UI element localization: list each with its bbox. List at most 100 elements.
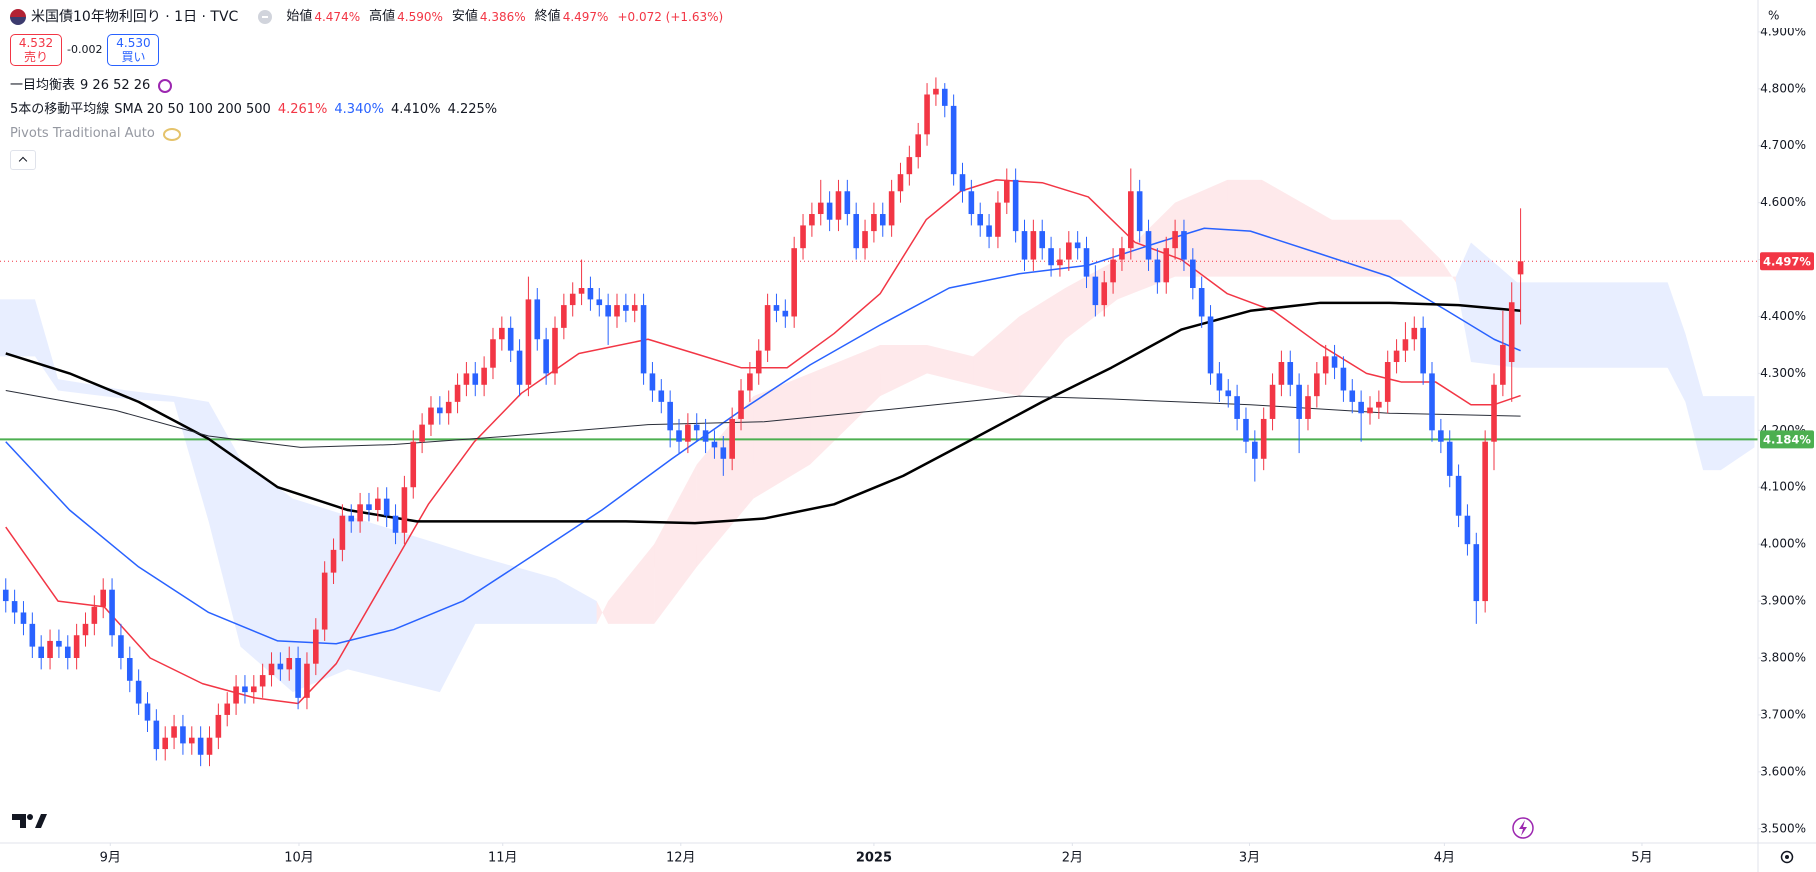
y-tick-label: 3.800% <box>1760 651 1806 665</box>
hide-button[interactable] <box>258 10 273 24</box>
candle-body <box>1172 231 1178 249</box>
moving-average-line <box>5 301 1521 525</box>
candle-body <box>135 680 142 704</box>
ichimoku-cloud <box>555 578 597 624</box>
candle-body <box>693 424 700 431</box>
candle-body <box>153 720 160 750</box>
buy-price: 4.530 <box>116 36 151 50</box>
hidden-icon[interactable] <box>162 127 181 141</box>
candle-body <box>1030 231 1037 260</box>
symbol[interactable]: 米国債10年物利回り · 1日 · TVC <box>31 9 239 25</box>
x-tick-label: 2月 <box>1062 851 1083 866</box>
refresh-icon[interactable] <box>158 79 173 93</box>
candle-body <box>1455 475 1462 516</box>
candle-body <box>888 191 895 226</box>
candle-body <box>481 367 487 385</box>
ichimoku-cloud <box>608 544 655 624</box>
candle-body <box>764 305 771 351</box>
candle-body <box>1287 362 1294 385</box>
ichimoku-cloud <box>880 344 928 397</box>
settings-icon[interactable] <box>1780 850 1794 864</box>
candle-body <box>623 305 629 311</box>
candle-body <box>1136 191 1143 232</box>
axes: 3.500% 3.600% 3.700% 3.800% 3.900% 4.000% 4.10… <box>100 24 1814 866</box>
candle-body <box>1473 544 1480 602</box>
candle-body <box>224 703 231 715</box>
candle-body <box>1278 362 1285 385</box>
candle-body <box>82 623 89 636</box>
candle-body <box>1331 356 1338 368</box>
candle-body <box>561 305 567 328</box>
candle-body <box>552 327 558 374</box>
buy-label: 買い <box>121 50 146 64</box>
ichimoku-cloud <box>1227 179 1262 277</box>
candle-body <box>1500 344 1506 385</box>
candle-body <box>73 635 80 659</box>
candle-body <box>2 589 9 602</box>
high-value: 4.590% <box>397 10 443 24</box>
ichimoku-cloud <box>1586 282 1668 368</box>
candle-body <box>755 350 762 374</box>
legend: 米国債10年物利回り · 1日 · TVC 始値 4.474% 高値 4.590% … <box>10 6 723 170</box>
candle-body <box>844 191 851 215</box>
y-tick-label: 4.300% <box>1760 366 1806 380</box>
candle-body <box>879 214 886 226</box>
candle-body <box>233 686 239 704</box>
candle-body <box>215 714 222 738</box>
candle-body <box>1012 179 1019 232</box>
ichimoku-cloud <box>1400 219 1441 277</box>
candle-body <box>1083 248 1090 277</box>
candle-body <box>702 430 709 442</box>
spread: -0.002 <box>67 43 103 56</box>
sma-row[interactable]: 5本の移動平均線 SMA 20 50 100 200 500 4.261% 4.… <box>10 98 723 122</box>
candle-body <box>1429 373 1435 431</box>
ichimoku-cloud <box>475 555 556 624</box>
candle-body <box>1322 356 1329 374</box>
candle-body <box>1021 231 1028 260</box>
candle-body <box>428 407 434 425</box>
x-tick-label: 9月 <box>100 851 121 866</box>
candle-body <box>383 498 390 516</box>
candle-body <box>1411 327 1418 340</box>
sell-button[interactable]: 4.532 売り <box>10 34 62 66</box>
collapse-button[interactable] <box>10 150 36 170</box>
buy-button[interactable]: 4.530 買い <box>107 34 160 66</box>
high-label: 高値 <box>369 9 396 24</box>
ichimoku-cloud <box>1720 396 1755 471</box>
ichimoku-row[interactable]: 一目均衡表 9 26 52 26 <box>10 74 723 98</box>
candle-body <box>773 305 780 311</box>
candle-body <box>171 726 177 738</box>
candle-body <box>295 658 301 698</box>
candle-body <box>596 299 603 306</box>
candle-body <box>871 214 877 232</box>
indicator-params: 9 26 52 26 <box>80 78 151 93</box>
indicator-value: 4.225% <box>447 102 498 117</box>
candle-body <box>259 675 266 687</box>
candle-body <box>47 640 53 659</box>
candle-body <box>1305 396 1311 419</box>
ichimoku-cloud <box>1517 282 1587 368</box>
axis-unit: % <box>1768 9 1779 23</box>
candle-body <box>800 225 806 249</box>
candle-body <box>1225 390 1232 397</box>
symbol-row: 米国債10年物利回り · 1日 · TVC 始値 4.474% 高値 4.590% … <box>10 6 723 28</box>
ichimoku-cloud <box>1019 288 1066 397</box>
candle-body <box>1145 231 1152 260</box>
ichimoku-cloud <box>58 379 128 400</box>
candle-body <box>1190 259 1196 289</box>
change: +0.072 (+1.63%) <box>617 10 724 24</box>
trade-row: 4.532 売り -0.002 4.530 買い <box>10 32 723 68</box>
candle-body <box>29 623 36 647</box>
candle-body <box>1057 259 1063 266</box>
candle-body <box>534 299 541 340</box>
candle-body <box>1367 407 1373 414</box>
price-tag-label: 4.184% <box>1763 432 1811 446</box>
candle-body <box>915 134 921 158</box>
alert-icon[interactable] <box>1512 817 1534 839</box>
candle-body <box>1464 515 1471 545</box>
candle-body <box>950 105 957 175</box>
candle-body <box>640 305 647 374</box>
pivots-row[interactable]: Pivots Traditional Auto <box>10 122 723 146</box>
candle-body <box>631 305 638 311</box>
candle-body <box>357 504 363 522</box>
